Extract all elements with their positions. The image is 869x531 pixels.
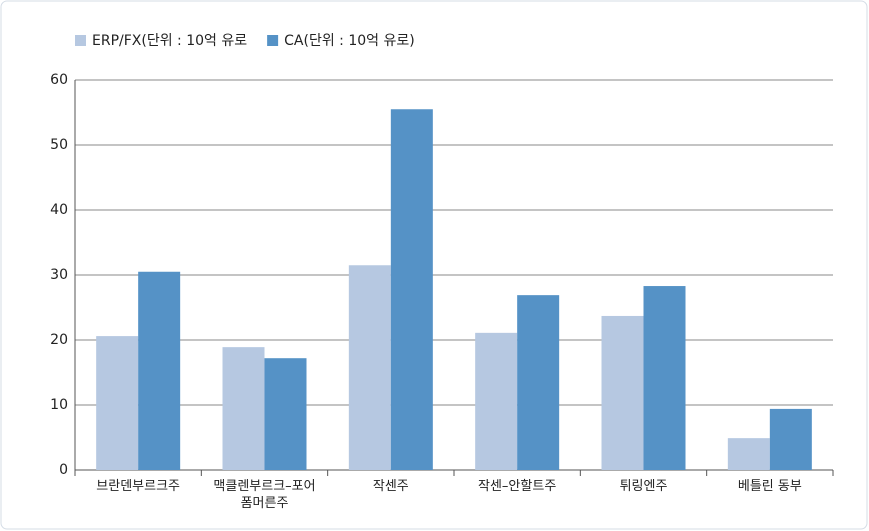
bar	[348, 265, 391, 470]
bar	[517, 295, 560, 470]
y-tick-label: 20	[50, 332, 68, 348]
bar	[643, 286, 686, 470]
y-tick-label: 60	[50, 72, 68, 88]
x-tick-label: 브란덴부르크주	[96, 479, 181, 494]
y-tick-label: 30	[50, 267, 68, 283]
bar	[769, 408, 812, 470]
x-tick-label: 작센–안할트주	[478, 479, 557, 494]
bar	[264, 358, 307, 470]
legend-swatch	[267, 35, 279, 46]
y-tick-label: 0	[59, 462, 68, 478]
bar	[601, 315, 644, 470]
bar	[727, 438, 770, 470]
legend-label: ERP/FX(단위 : 10억 유로	[92, 33, 247, 49]
bar	[390, 109, 433, 470]
bar	[138, 271, 181, 470]
x-tick-label: 튀링엔주	[619, 479, 668, 494]
bar	[96, 336, 139, 470]
x-tick-label: 작센주	[372, 479, 409, 494]
bar	[475, 332, 518, 470]
y-tick-label: 50	[50, 137, 68, 153]
bar	[222, 347, 265, 470]
legend-swatch	[75, 35, 86, 46]
x-tick-label: 베틀린 동부	[737, 479, 802, 494]
x-tick-label: 맥클렌부르크–포어 폼머른주	[213, 479, 316, 511]
legend-label: CA(단위 : 10억 유로)	[284, 33, 415, 49]
y-tick-label: 40	[50, 202, 68, 218]
y-tick-label: 10	[50, 397, 68, 413]
